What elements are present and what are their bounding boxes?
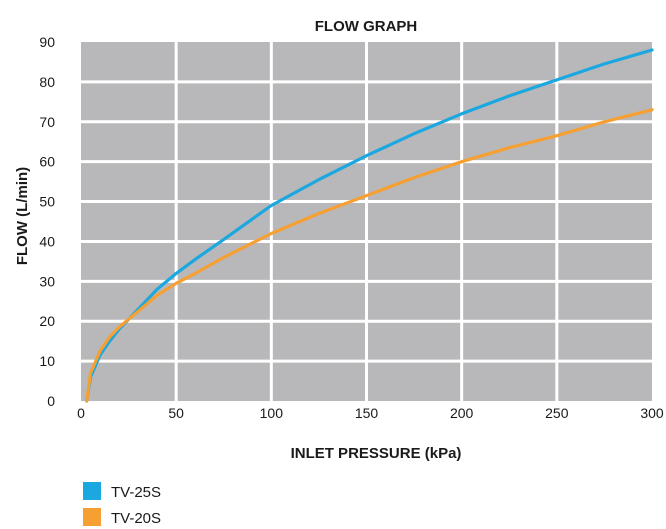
x-tick-label: 200 [450, 405, 474, 421]
y-tick-label: 90 [39, 34, 55, 50]
y-tick-label: 30 [39, 273, 55, 289]
plot-area: 0 50 100 150 200 250 300 0 10 20 30 40 50 60 70 80 90 [39, 34, 663, 421]
legend-label-tv-20s: TV-20S [111, 510, 161, 527]
y-tick-label: 40 [39, 233, 55, 249]
y-tick-label: 50 [39, 194, 55, 210]
legend-label-tv-25s: TV-25S [111, 484, 161, 501]
x-tick-label: 0 [77, 405, 85, 421]
legend-swatch-tv-25s [83, 482, 101, 500]
y-tick-label: 60 [39, 154, 55, 170]
x-tick-label: 150 [355, 405, 379, 421]
y-tick-label: 70 [39, 114, 55, 130]
series-line-tv-20s [85, 108, 654, 403]
x-axis-title: INLET PRESSURE (kPa) [291, 445, 462, 462]
chart-title: FLOW GRAPH [315, 18, 418, 35]
legend-swatch-tv-20s [83, 508, 101, 526]
y-tick-label: 0 [47, 393, 55, 409]
y-axis-title: FLOW (L/min) [14, 167, 31, 265]
x-tick-label: 300 [640, 405, 664, 421]
series-line-tv-25s [85, 48, 654, 403]
x-tick-label: 100 [260, 405, 284, 421]
x-tick-label: 50 [168, 405, 184, 421]
y-tick-label: 80 [39, 74, 55, 90]
x-tick-label: 250 [545, 405, 569, 421]
legend: TV-25S TV-20S [83, 482, 161, 527]
y-tick-label: 10 [39, 353, 55, 369]
y-tick-label: 20 [39, 313, 55, 329]
